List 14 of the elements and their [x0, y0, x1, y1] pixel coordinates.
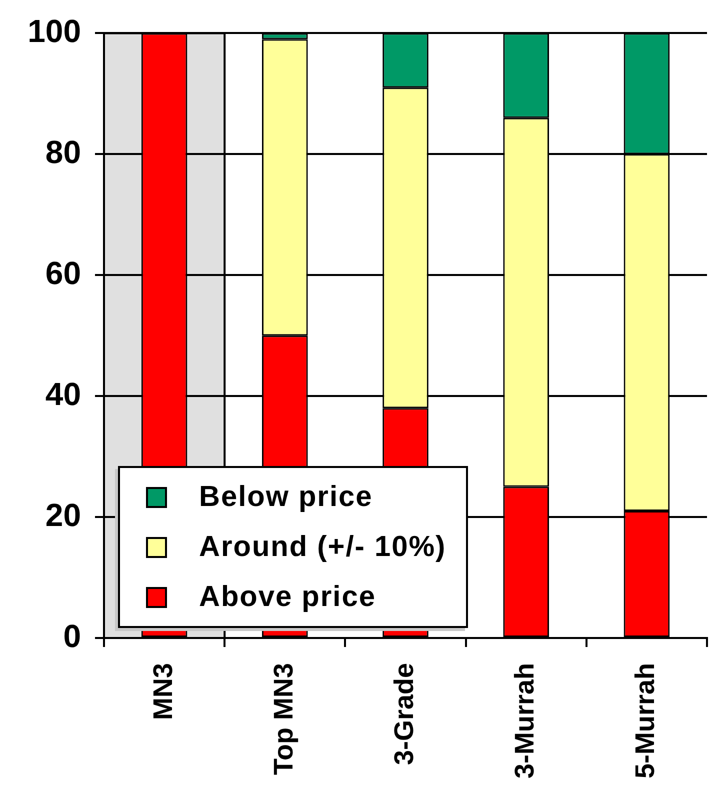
x-tick-label: 3-Murrah — [510, 663, 540, 779]
legend-label: Below price — [199, 480, 373, 514]
x-tick-label: 3-Grade — [388, 663, 419, 766]
x-tick-label: 5-Murrah — [630, 663, 660, 779]
x-tick-label: Top MN3 — [268, 663, 298, 775]
y-tick-label: 0 — [63, 618, 81, 654]
legend-label: Around (+/- 10%) — [199, 530, 446, 564]
y-tick-label: 80 — [45, 134, 81, 170]
y-tick-label: 40 — [45, 376, 81, 412]
y-tick-label: 100 — [28, 13, 81, 50]
legend-label: Above price — [199, 580, 376, 614]
x-tick-label: MN3 — [148, 663, 178, 720]
y-tick-label: 60 — [45, 254, 81, 291]
y-tick-label: 20 — [45, 496, 81, 533]
